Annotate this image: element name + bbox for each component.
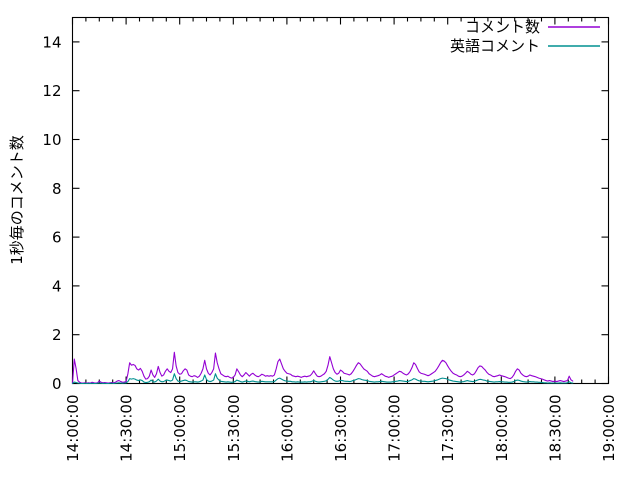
x-tick-label: 19:00:00 [600,395,618,462]
plot-border [71,16,610,385]
y-tick-label: 12 [42,82,61,100]
series-line-1 [71,351,574,385]
y-tick-label: 10 [42,131,61,149]
x-axis-tick-labels: 14:00:00 14:30:00 15:00:00 15:30:00 16:00:00… [64,395,618,462]
y-tick-label: 8 [52,180,62,198]
series-line-2 [71,373,574,385]
y-tick-label: 2 [52,326,62,344]
y-axis-title: 1秒毎のコメント数 [8,135,26,265]
x-tick-label: 15:30:00 [225,395,243,462]
x-tick-label: 15:00:00 [171,395,189,462]
x-tick-label: 16:00:00 [278,395,296,462]
y-tick-label: 6 [52,229,62,247]
x-tick-label: 16:30:00 [332,395,350,462]
y-axis-tick-labels: 0 2 4 6 8 10 12 14 [42,33,61,393]
x-tick-label: 18:30:00 [546,395,564,462]
y-tick-label: 4 [52,277,62,295]
y-tick-label: 0 [52,375,62,393]
x-axis-ticks [71,17,610,384]
x-tick-label: 18:00:00 [493,395,511,462]
y-axis-ticks [72,41,609,385]
y-tick-label: 14 [42,33,61,51]
x-tick-label: 14:30:00 [118,395,136,462]
x-tick-label: 17:00:00 [386,395,404,462]
legend-label-1: コメント数 [465,18,540,36]
legend-label-2: 英語コメント [450,37,540,55]
series-lines [71,351,574,385]
x-tick-label: 14:00:00 [64,395,82,462]
x-tick-label: 17:30:00 [439,395,457,462]
